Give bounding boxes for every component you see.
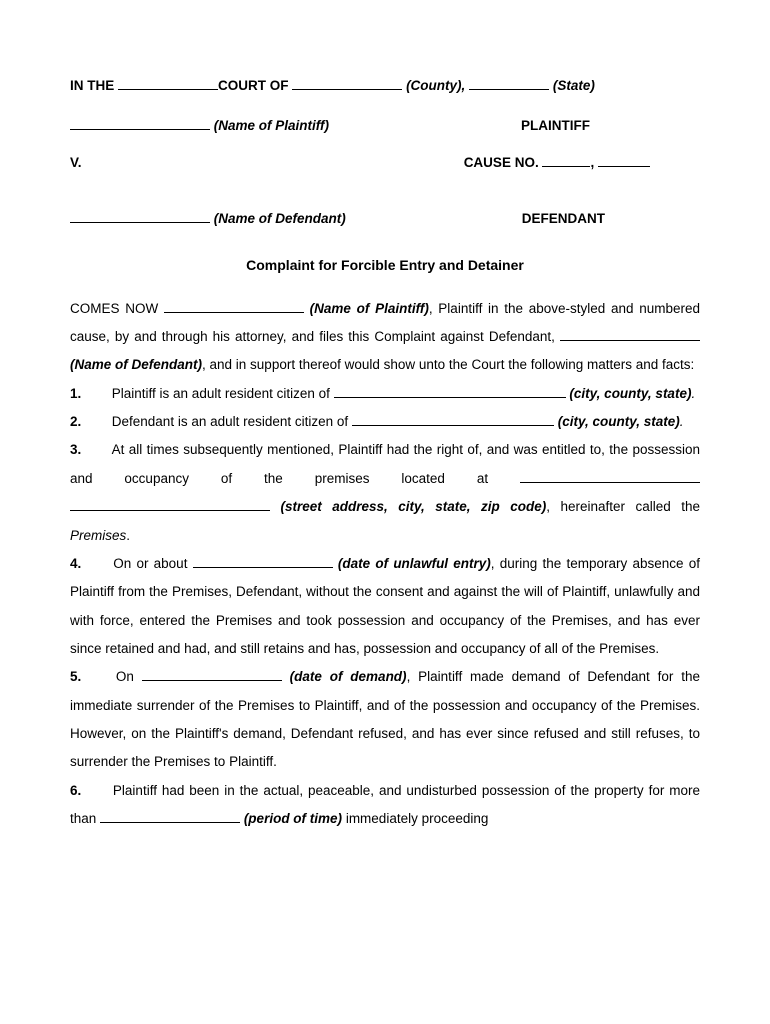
- intro-defendant-label: (Name of Defendant): [70, 357, 202, 372]
- item-1-period: .: [691, 386, 695, 401]
- intro-plaintiff-label: (Name of Plaintiff): [310, 301, 429, 316]
- intro-paragraph: COMES NOW (Name of Plaintiff), Plaintiff…: [70, 295, 700, 380]
- item-4-blank[interactable]: [193, 567, 333, 568]
- plaintiff-name-label: (Name of Plaintiff): [214, 118, 329, 133]
- in-the-text: IN THE: [70, 78, 114, 93]
- court-name-blank[interactable]: [118, 89, 218, 90]
- item-3-text-c: , hereinafter called the: [546, 499, 700, 514]
- vs-text: V.: [70, 149, 82, 177]
- item-5-blank[interactable]: [142, 680, 282, 681]
- cause-no-blank-2[interactable]: [598, 166, 650, 167]
- plaintiff-row: (Name of Plaintiff) PLAINTIFF: [70, 112, 700, 140]
- item-2-blank[interactable]: [352, 425, 554, 426]
- court-of-text: COURT OF: [218, 78, 289, 93]
- item-2: 2. Defendant is an adult resident citize…: [70, 408, 700, 436]
- item-5-label: (date of demand): [290, 669, 407, 684]
- item-6-blank[interactable]: [100, 822, 240, 823]
- county-label: (County),: [406, 78, 465, 93]
- item-2-label: (city, county, state): [558, 414, 680, 429]
- item-5: 5. On (date of demand), Plaintiff made d…: [70, 663, 700, 776]
- item-3-blank-2[interactable]: [70, 510, 270, 511]
- intro-defendant-blank[interactable]: [560, 340, 700, 341]
- item-3: 3. At all times subsequently mentioned, …: [70, 436, 700, 549]
- item-1: 1. Plaintiff is an adult resident citize…: [70, 380, 700, 408]
- item-6: 6. Plaintiff had been in the actual, pea…: [70, 777, 700, 834]
- item-3-period: .: [126, 528, 130, 543]
- item-6-number: 6.: [70, 777, 108, 805]
- comes-now-text: COMES NOW: [70, 301, 158, 316]
- item-1-text: Plaintiff is an adult resident citizen o…: [112, 386, 330, 401]
- item-3-label: (street address, city, state, zip code): [280, 499, 546, 514]
- item-2-text: Defendant is an adult resident citizen o…: [112, 414, 348, 429]
- item-3-premises: Premises: [70, 528, 126, 543]
- cause-no-group: CAUSE NO. ,: [464, 149, 650, 177]
- item-1-number: 1.: [70, 380, 108, 408]
- item-2-number: 2.: [70, 408, 108, 436]
- item-1-blank[interactable]: [334, 397, 566, 398]
- cause-comma: ,: [590, 155, 594, 170]
- cause-no-label: CAUSE NO.: [464, 155, 539, 170]
- item-6-label: (period of time): [244, 811, 342, 826]
- defendant-row: (Name of Defendant) DEFENDANT: [70, 205, 700, 233]
- item-3-number: 3.: [70, 436, 108, 464]
- court-caption-line: IN THE COURT OF (County), (State): [70, 72, 700, 100]
- item-5-text-a: On: [116, 669, 134, 684]
- plaintiff-label: PLAINTIFF: [521, 112, 590, 140]
- plaintiff-left: (Name of Plaintiff): [70, 112, 329, 140]
- plaintiff-name-blank[interactable]: [70, 129, 210, 130]
- defendant-name-label: (Name of Defendant): [214, 211, 346, 226]
- county-blank[interactable]: [292, 89, 402, 90]
- item-4-number: 4.: [70, 550, 108, 578]
- defendant-label: DEFENDANT: [522, 205, 605, 233]
- item-2-period: .: [680, 414, 684, 429]
- intro-plaintiff-blank[interactable]: [164, 312, 304, 313]
- item-4-label: (date of unlawful entry): [338, 556, 491, 571]
- defendant-left: (Name of Defendant): [70, 205, 346, 233]
- vs-row: V. CAUSE NO. ,: [70, 149, 700, 177]
- document-title: Complaint for Forcible Entry and Detaine…: [70, 251, 700, 280]
- item-3-text: At all times subsequently mentioned, Pla…: [70, 442, 700, 485]
- item-3-blank-1[interactable]: [520, 482, 700, 483]
- item-5-text-c: , Plaintiff made demand of Defendant for…: [70, 669, 700, 769]
- item-4-text-a: On or about: [113, 556, 187, 571]
- item-5-number: 5.: [70, 663, 108, 691]
- item-1-label: (city, county, state): [569, 386, 691, 401]
- intro-text-2: , and in support thereof would show unto…: [202, 357, 694, 372]
- cause-no-blank-1[interactable]: [542, 166, 590, 167]
- state-blank[interactable]: [469, 89, 549, 90]
- item-6-text-c: immediately proceeding: [342, 811, 488, 826]
- state-label: (State): [553, 78, 595, 93]
- item-4: 4. On or about (date of unlawful entry),…: [70, 550, 700, 663]
- defendant-name-blank[interactable]: [70, 222, 210, 223]
